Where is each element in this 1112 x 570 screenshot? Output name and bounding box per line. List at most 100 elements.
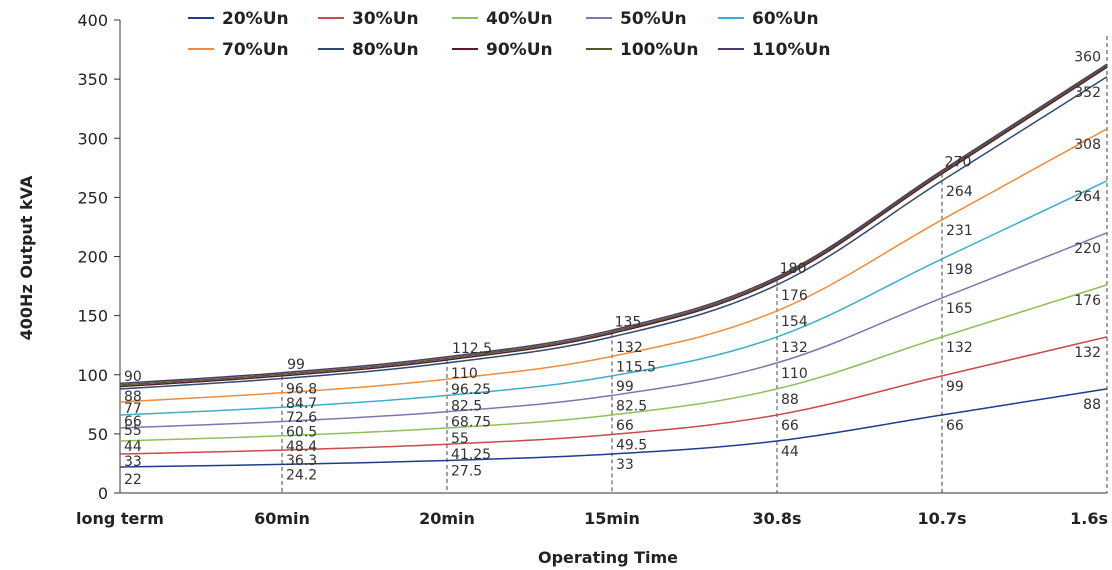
data-label: 132 <box>946 340 973 356</box>
data-label: 176 <box>781 288 808 304</box>
data-label: 154 <box>781 314 808 330</box>
legend-label: 100%Un <box>620 40 698 60</box>
legend-item: 20%Un <box>188 9 289 29</box>
series-line-70pct-un <box>119 128 1108 403</box>
data-label: 198 <box>946 262 973 278</box>
data-label: 66 <box>946 418 964 434</box>
data-label: 72.6 <box>286 410 317 426</box>
data-label: 132 <box>781 340 808 356</box>
x-tick-label: 30.8s <box>753 509 802 528</box>
data-label: 77 <box>124 401 142 417</box>
legend-item: 40%Un <box>452 9 553 29</box>
legend-label: 60%Un <box>752 9 819 29</box>
data-label: 82.5 <box>451 398 482 414</box>
category-guide-lines <box>281 36 1108 493</box>
data-labels: 223344556677889024.236.348.460.572.684.7… <box>124 49 1101 488</box>
data-label: 165 <box>946 301 973 317</box>
data-label: 99 <box>616 379 634 395</box>
data-label: 88 <box>781 392 799 408</box>
series-line-50pct-un <box>119 232 1108 429</box>
series-line-90pct-un <box>119 66 1108 388</box>
legend-label: 20%Un <box>222 9 289 29</box>
data-label: 88 <box>1083 397 1101 413</box>
y-tick-label: 0 <box>98 484 108 503</box>
data-label: 308 <box>1074 137 1101 153</box>
x-axis-title: Operating Time <box>538 548 678 567</box>
series-line-20pct-un <box>119 388 1108 468</box>
data-label: 55 <box>124 423 142 439</box>
data-label: 176 <box>1074 293 1101 309</box>
y-tick-label: 250 <box>77 188 108 207</box>
x-tick-label: long term <box>76 509 164 528</box>
y-tick-label: 100 <box>77 366 108 385</box>
y-tick-label: 350 <box>77 70 108 89</box>
legend-label: 40%Un <box>486 9 553 29</box>
data-label: 99 <box>287 357 305 373</box>
data-label: 88 <box>124 389 142 405</box>
series-lines <box>119 63 1108 468</box>
data-label: 360 <box>1074 49 1101 65</box>
legend-label: 30%Un <box>352 9 419 29</box>
data-label: 231 <box>946 223 973 239</box>
legend-item: 90%Un <box>452 40 553 60</box>
series-line-110pct-un <box>119 63 1108 385</box>
x-tick-label: 20min <box>419 509 475 528</box>
data-label: 44 <box>781 444 799 460</box>
data-label: 24.2 <box>286 467 317 483</box>
y-tick-label: 300 <box>77 129 108 148</box>
series-line-80pct-un <box>119 76 1108 390</box>
series-line-100pct-un <box>119 65 1108 386</box>
data-label: 33 <box>616 457 634 473</box>
data-label: 110 <box>451 366 478 382</box>
data-label: 49.5 <box>616 437 647 453</box>
series-line-40pct-un <box>119 284 1108 442</box>
data-label: 220 <box>1074 241 1101 257</box>
series-line-30pct-un <box>119 336 1108 455</box>
data-label: 36.3 <box>286 453 317 469</box>
data-label: 48.4 <box>286 439 317 455</box>
legend-item: 110%Un <box>718 40 830 60</box>
data-label: 99 <box>946 379 964 395</box>
legend-label: 110%Un <box>752 40 830 60</box>
data-label: 352 <box>1074 85 1101 101</box>
data-label: 22 <box>124 472 142 488</box>
axes: 0 50 100 150 200 250 300 350 400 long term 60min 20… <box>76 11 1108 528</box>
data-label: 115.5 <box>616 359 656 375</box>
data-label: 44 <box>124 439 142 455</box>
legend-label: 50%Un <box>620 9 687 29</box>
data-label: 135 <box>615 314 642 330</box>
data-label: 41.25 <box>451 447 491 463</box>
data-label: 60.5 <box>286 424 317 440</box>
legend-item: 80%Un <box>318 40 419 60</box>
legend-item: 30%Un <box>318 9 419 29</box>
data-label: 66 <box>124 414 142 430</box>
legend: 20%Un 30%Un 40%Un 50%Un 60%Un 70%Un 80%Un 90%Un… <box>188 9 830 60</box>
y-tick-label: 200 <box>77 248 108 267</box>
data-label: 66 <box>781 418 799 434</box>
data-label: 33 <box>124 454 142 470</box>
data-label: 112.5 <box>452 341 492 357</box>
legend-item: 100%Un <box>586 40 698 60</box>
x-tick-label: 1.6s <box>1070 509 1108 528</box>
data-label: 264 <box>946 184 973 200</box>
y-axis-title: 400Hz Output kVA <box>17 175 36 340</box>
legend-item: 60%Un <box>718 9 819 29</box>
legend-label: 70%Un <box>222 40 289 60</box>
legend-item: 70%Un <box>188 40 289 60</box>
x-tick-label: 10.7s <box>918 509 967 528</box>
data-label: 66 <box>616 418 634 434</box>
data-label: 264 <box>1074 189 1101 205</box>
data-label: 180 <box>780 261 807 277</box>
data-label: 132 <box>1074 345 1101 361</box>
y-tick-label: 400 <box>77 11 108 30</box>
data-label: 55 <box>451 431 469 447</box>
y-tick-label: 150 <box>77 307 108 326</box>
data-label: 270 <box>945 155 972 171</box>
data-label: 90 <box>124 369 142 385</box>
data-label: 82.5 <box>616 398 647 414</box>
data-label: 68.75 <box>451 415 491 431</box>
data-label: 27.5 <box>451 463 482 479</box>
x-tick-label: 60min <box>254 509 310 528</box>
legend-item: 50%Un <box>586 9 687 29</box>
